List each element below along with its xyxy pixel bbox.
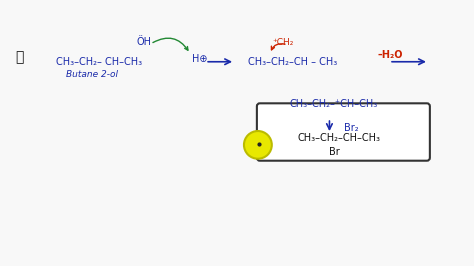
Text: Br₂: Br₂ — [345, 123, 359, 133]
Text: CH₃–CH₂– CH–CH₃: CH₃–CH₂– CH–CH₃ — [56, 57, 142, 67]
Text: ÖH: ÖH — [136, 37, 151, 47]
Text: Butane 2-ol: Butane 2-ol — [66, 70, 118, 79]
Text: –H₂O: –H₂O — [377, 50, 403, 60]
FancyBboxPatch shape — [257, 103, 430, 161]
Text: CH₃–CH₂–⁺CH–CH₃: CH₃–CH₂–⁺CH–CH₃ — [290, 99, 378, 109]
Text: CH₃–CH₂–CH–CH₃: CH₃–CH₂–CH–CH₃ — [298, 133, 381, 143]
Circle shape — [244, 131, 272, 159]
Text: CH₃–CH₂–CH – CH₃: CH₃–CH₂–CH – CH₃ — [248, 57, 337, 67]
Text: Br: Br — [329, 147, 340, 157]
FancyArrowPatch shape — [153, 38, 188, 50]
Text: ①: ① — [15, 50, 24, 64]
Text: ⁺CH₂: ⁺CH₂ — [272, 38, 293, 47]
FancyArrowPatch shape — [272, 44, 285, 50]
Text: H⊕: H⊕ — [192, 54, 208, 64]
